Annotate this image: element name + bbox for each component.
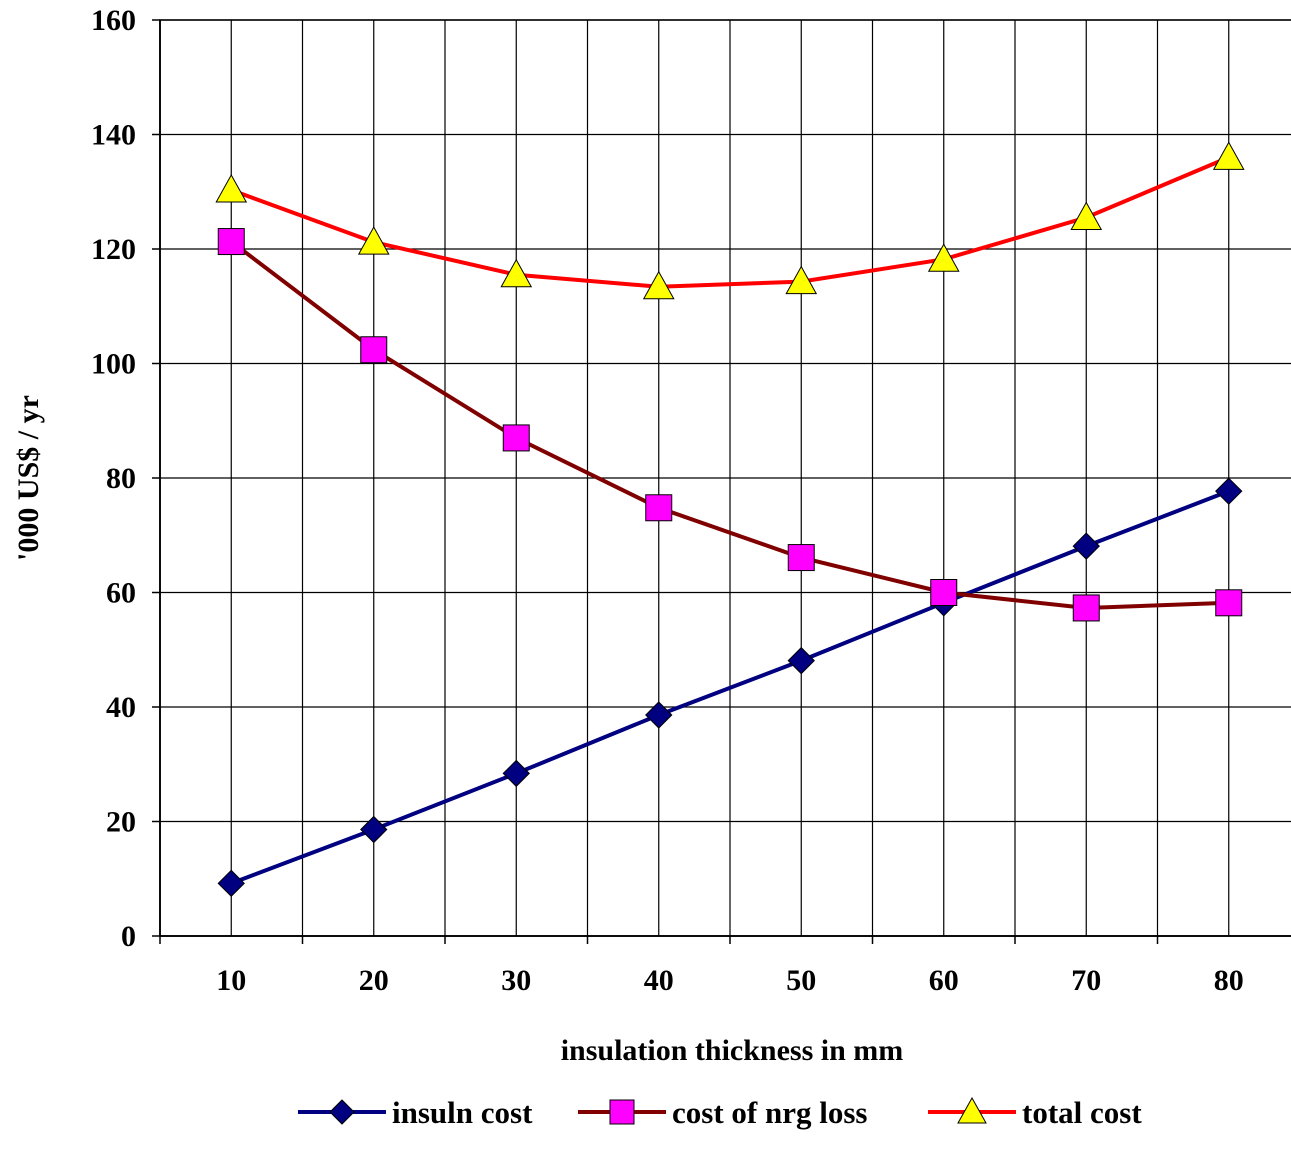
x-tick-label: 20 [359, 964, 389, 997]
legend-item: total cost [928, 1095, 1142, 1130]
series-line [230, 155, 1230, 289]
axes [152, 19, 1291, 944]
series-line [230, 489, 1230, 886]
legend: insuln cost cost of nrg loss total cost [298, 1095, 1142, 1130]
series-line [230, 239, 1229, 610]
x-tick-label: 10 [216, 964, 246, 997]
data-point [787, 646, 815, 675]
grid [159, 19, 1291, 937]
y-tick-label: 160 [91, 4, 136, 37]
legend-item: insuln cost [298, 1095, 533, 1130]
legend-item: cost of nrg loss [578, 1095, 867, 1130]
data-point [785, 265, 818, 295]
y-tick-label: 20 [106, 806, 136, 839]
data-point [215, 174, 248, 203]
data-point [502, 759, 530, 788]
data-point [1072, 532, 1100, 560]
data-point [787, 544, 815, 572]
data-point [1212, 141, 1245, 170]
x-tick-label: 60 [929, 964, 959, 997]
tick-labels: 0 20 40 60 80 100 120 140 160 10 20 30 40 50 60 70 80 [91, 4, 1244, 997]
series-layer [215, 141, 1245, 898]
data-point [360, 815, 388, 844]
series-cost-of-nrg-loss [217, 228, 1243, 622]
data-point [217, 228, 245, 256]
x-tick-label: 50 [786, 964, 816, 997]
data-point [927, 243, 960, 272]
series-total-cost [215, 141, 1245, 300]
x-tick-label: 70 [1071, 964, 1101, 997]
data-point [645, 494, 673, 522]
y-tick-label: 120 [91, 233, 136, 266]
data-point [1215, 589, 1243, 617]
x-tick-label: 40 [644, 964, 674, 997]
legend-label: total cost [1022, 1095, 1142, 1130]
y-tick-label: 100 [91, 348, 136, 381]
data-point [930, 579, 958, 606]
legend-marker [957, 1096, 987, 1124]
y-tick-label: 0 [121, 920, 136, 953]
data-point [1215, 477, 1243, 505]
data-point [500, 258, 533, 288]
x-tick-label: 80 [1214, 964, 1244, 997]
data-point [1070, 201, 1103, 231]
data-point [1072, 594, 1100, 622]
data-point [217, 869, 245, 898]
x-tick-label: 30 [501, 964, 531, 997]
data-point [360, 336, 388, 364]
y-tick-label: 140 [91, 119, 136, 152]
legend-marker [329, 1099, 355, 1125]
y-axis-title: '000 US$ / yr [12, 395, 45, 561]
y-tick-label: 80 [106, 462, 136, 495]
y-tick-label: 40 [106, 691, 136, 724]
legend-label: cost of nrg loss [672, 1095, 867, 1130]
data-point [645, 701, 673, 729]
data-point [502, 424, 530, 452]
y-tick-label: 60 [106, 577, 136, 610]
legend-marker [609, 1099, 635, 1125]
x-axis-title: insulation thickness in mm [561, 1034, 904, 1067]
legend-label: insuln cost [392, 1095, 533, 1130]
data-point [642, 270, 675, 300]
data-point [357, 226, 390, 255]
